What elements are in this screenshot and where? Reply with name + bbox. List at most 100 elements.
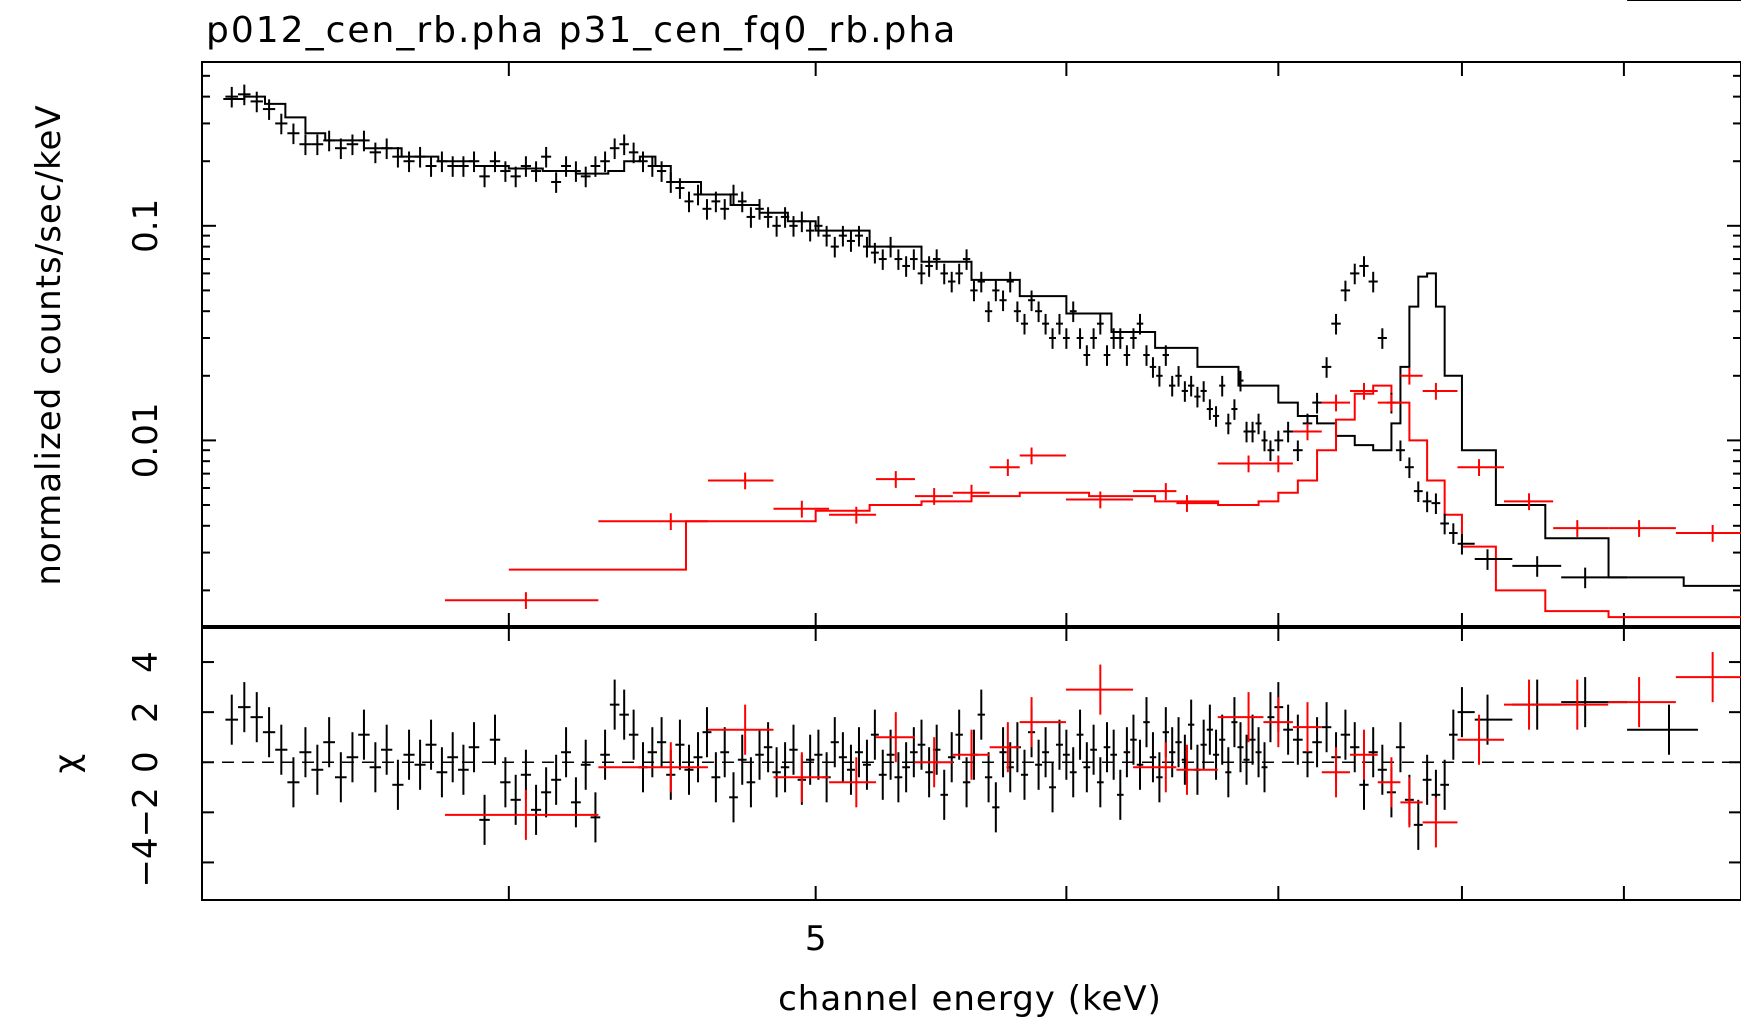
red-data-point: [1504, 493, 1554, 511]
black-data-point: [1056, 313, 1063, 335]
black-data-point: [684, 191, 694, 213]
black-data-point: [1283, 421, 1293, 443]
black-residual-point: [1143, 697, 1150, 748]
black-data-point: [1188, 375, 1195, 397]
red-residual-point: [1065, 664, 1134, 715]
black-data-point: [1243, 421, 1250, 443]
red-residual-point: [914, 737, 953, 788]
black-data-point: [479, 166, 490, 188]
black-residual-point: [955, 709, 963, 760]
black-data-point: [358, 130, 370, 152]
black-residual-point: [275, 724, 288, 775]
black-residual-point: [1261, 742, 1268, 793]
black-data-point: [1123, 345, 1131, 366]
black-residual-point: [1062, 729, 1070, 780]
black-data-point: [1136, 313, 1144, 335]
black-data-point: [1028, 290, 1036, 312]
black-residual-point: [1225, 747, 1232, 798]
black-data-point: [878, 249, 887, 270]
red-data-point: [1065, 491, 1134, 509]
black-data-point: [940, 263, 948, 285]
black-data-point: [561, 156, 571, 177]
top-panel-frame: [201, 61, 1741, 628]
red-residual-point: [829, 757, 877, 808]
black-residual-point: [1312, 717, 1322, 768]
black-data-point: [917, 263, 926, 285]
black-data-point: [830, 236, 839, 258]
black-residual-point: [392, 759, 404, 810]
black-residual-point: [334, 752, 347, 803]
black-data-point: [530, 161, 542, 182]
black-residual-point: [250, 692, 263, 743]
black-data-point: [1169, 375, 1176, 397]
black-data-point: [992, 280, 1000, 302]
black-residual-point: [789, 724, 798, 775]
black-residual-point: [902, 742, 910, 793]
red-residual-point: [1422, 797, 1458, 848]
black-data-point: [737, 191, 747, 213]
black-data-point: [729, 184, 738, 206]
black-residual-point: [1076, 709, 1084, 760]
red-residual-point: [1321, 747, 1351, 798]
black-data-point: [1331, 313, 1341, 335]
black-data-point: [425, 156, 437, 177]
black-data-point: [846, 231, 855, 252]
black-residual-point: [1042, 727, 1050, 778]
black-data-point: [1103, 345, 1111, 366]
red-data-point: [989, 459, 1020, 476]
black-residual-point: [1474, 694, 1513, 745]
black-data-point: [590, 156, 601, 177]
red-data-point: [1292, 423, 1322, 441]
black-data-point: [551, 172, 562, 193]
black-data-point: [1292, 440, 1303, 462]
black-residual-point: [675, 719, 685, 770]
black-residual-point: [551, 754, 562, 805]
black-data-point: [970, 280, 978, 302]
black-residual-point: [1188, 699, 1195, 750]
black-residual-point: [647, 727, 657, 778]
black-residual-point: [746, 757, 756, 808]
black-data-point: [392, 146, 404, 168]
black-residual-point: [609, 679, 620, 730]
black-residual-point: [780, 742, 790, 793]
black-residual-point: [878, 749, 887, 800]
black-data-point: [822, 225, 831, 247]
black-data-point: [720, 199, 730, 220]
black-residual-point: [590, 792, 601, 843]
black-residual-point: [561, 727, 571, 778]
red-data-point: [1176, 495, 1218, 512]
black-data-point: [932, 249, 941, 270]
black-residual-point: [999, 727, 1007, 778]
black-residual-point: [425, 719, 437, 770]
black-residual-point: [1116, 769, 1124, 820]
black-residual-point: [838, 732, 847, 783]
black-data-point: [854, 225, 863, 247]
black-residual-point: [1627, 704, 1698, 755]
black-data-point: [909, 249, 918, 270]
red-residual-point: [1263, 697, 1293, 748]
black-data-point: [299, 134, 312, 156]
black-data-point: [947, 271, 956, 293]
black-residual-point: [414, 739, 426, 790]
black-data-point: [1083, 345, 1091, 366]
black-data-point: [1042, 313, 1050, 335]
black-data-point: [814, 216, 823, 237]
black-data-point: [1561, 567, 1628, 589]
black-data-point: [755, 199, 764, 220]
black-data-point: [458, 156, 469, 177]
red-data-point: [914, 488, 953, 505]
black-data-point: [510, 166, 521, 188]
black-data-point: [287, 123, 300, 145]
black-data-point: [1020, 313, 1029, 335]
black-residual-point: [846, 744, 855, 795]
black-residual-point: [1169, 727, 1176, 778]
black-residual-point: [570, 777, 581, 828]
red-data-point: [876, 471, 915, 488]
black-data-point: [1143, 345, 1150, 366]
black-data-point: [1368, 271, 1378, 293]
black-data-point: [468, 151, 480, 173]
black-residual-point: [1457, 687, 1475, 738]
black-residual-point: [1395, 722, 1405, 773]
black-data-point: [323, 130, 335, 152]
